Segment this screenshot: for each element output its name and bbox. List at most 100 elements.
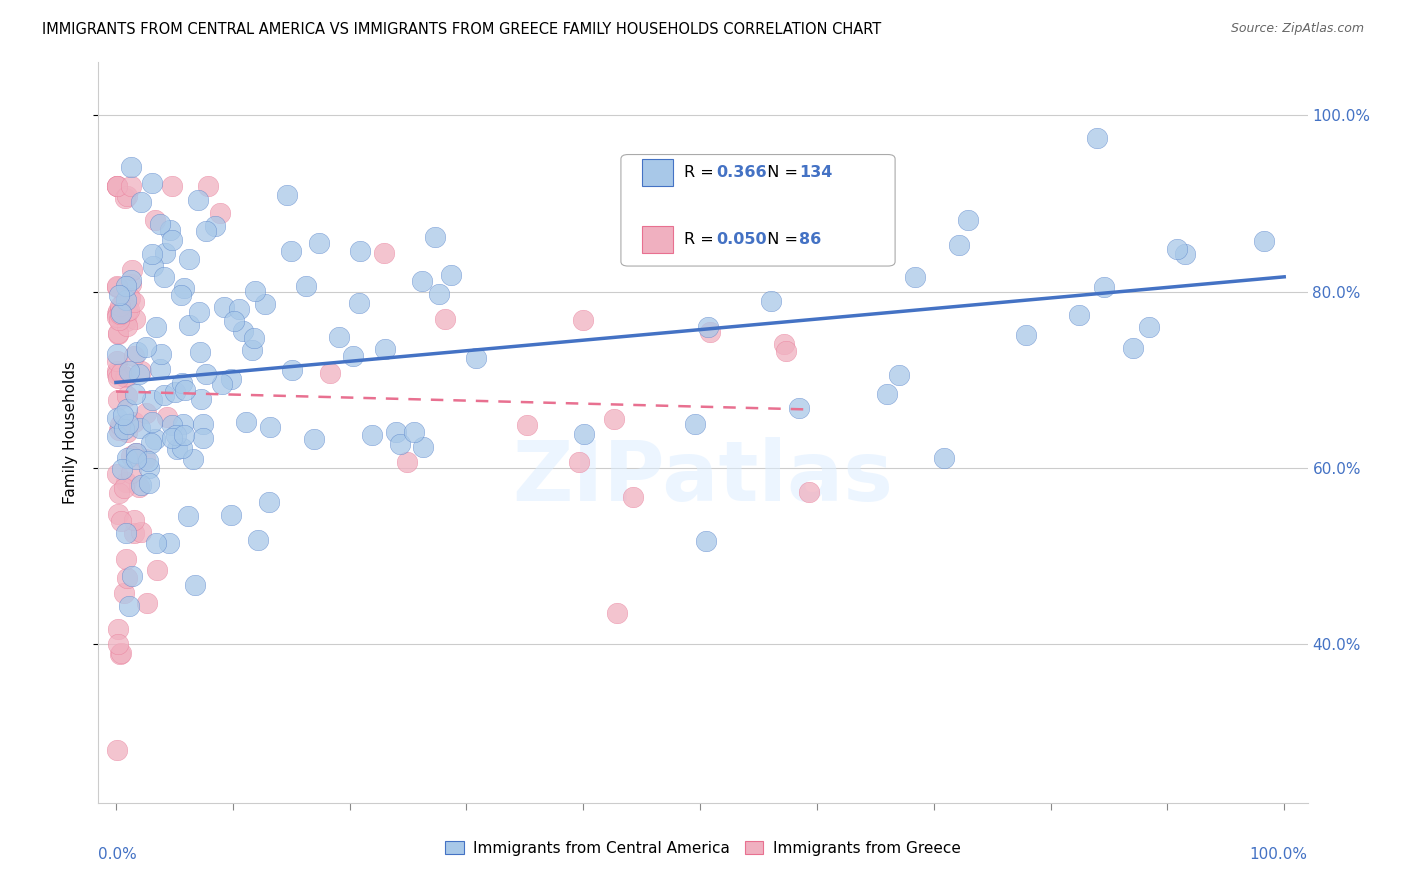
Point <box>105 310 128 324</box>
Point <box>427 287 450 301</box>
Point <box>160 418 183 433</box>
Point <box>440 268 463 282</box>
Point <box>308 236 330 251</box>
Point <box>111 462 134 476</box>
Point <box>246 533 269 547</box>
Point <box>120 291 142 305</box>
Point <box>105 178 128 193</box>
Point <box>187 194 209 208</box>
Point <box>295 279 318 293</box>
Point <box>1092 280 1115 294</box>
Point <box>122 349 145 363</box>
Point <box>245 285 267 299</box>
Point <box>115 451 138 466</box>
Text: 0.0%: 0.0% <box>98 847 138 863</box>
Point <box>606 606 628 620</box>
Point <box>948 238 970 252</box>
Point <box>1174 247 1197 261</box>
Point <box>129 478 152 492</box>
Point <box>193 417 215 432</box>
Point <box>136 454 159 468</box>
Point <box>125 446 148 460</box>
Point <box>141 393 163 408</box>
Point <box>125 446 148 460</box>
Point <box>105 467 128 481</box>
Point <box>114 475 136 489</box>
Point <box>412 440 434 454</box>
Point <box>105 178 128 193</box>
Point <box>259 419 281 434</box>
Point <box>385 425 408 439</box>
Point <box>159 223 181 237</box>
Point <box>173 383 195 397</box>
Point <box>108 417 131 432</box>
Point <box>1069 308 1091 322</box>
Point <box>131 364 153 378</box>
Point <box>157 535 180 549</box>
Point <box>571 313 593 327</box>
Point <box>105 367 128 381</box>
Point <box>135 406 157 420</box>
Point <box>115 189 138 203</box>
Point <box>136 596 159 610</box>
Point <box>465 351 488 366</box>
Point <box>131 194 153 209</box>
Point <box>361 428 384 442</box>
Point <box>761 293 783 308</box>
Point <box>243 331 266 345</box>
Point <box>193 431 215 445</box>
Point <box>114 370 136 384</box>
Point <box>662 223 685 237</box>
Point <box>120 178 142 193</box>
Point <box>696 319 718 334</box>
Point <box>177 508 200 523</box>
Point <box>141 415 163 429</box>
Point <box>107 326 129 341</box>
Point <box>111 295 134 310</box>
Point <box>257 495 280 509</box>
Point <box>956 212 979 227</box>
Point <box>170 376 193 391</box>
Point <box>221 372 243 386</box>
Point <box>934 450 956 465</box>
Point <box>107 507 129 521</box>
Point <box>105 347 128 361</box>
Point <box>129 525 152 540</box>
Point <box>105 429 128 443</box>
Point <box>122 526 145 541</box>
Point <box>232 324 254 338</box>
Point <box>112 481 135 495</box>
Text: R =: R = <box>685 165 718 180</box>
Point <box>187 305 209 319</box>
Point <box>516 418 538 433</box>
Point <box>195 367 218 381</box>
Point <box>110 514 132 528</box>
Point <box>165 427 187 442</box>
Point <box>797 485 820 500</box>
Point <box>117 571 139 585</box>
Point <box>128 367 150 381</box>
Point <box>173 281 195 295</box>
Point <box>172 417 194 431</box>
Point <box>395 455 418 469</box>
Point <box>105 743 128 757</box>
Point <box>105 279 128 293</box>
Point <box>111 408 134 422</box>
Point <box>117 425 139 439</box>
Point <box>177 318 200 332</box>
Point <box>124 386 146 401</box>
Point <box>105 353 128 368</box>
Point <box>373 245 395 260</box>
Point <box>208 205 231 219</box>
Point <box>342 350 364 364</box>
Point <box>141 436 163 450</box>
Point <box>105 307 128 321</box>
Point <box>128 480 150 494</box>
Point <box>146 563 169 577</box>
Text: 86: 86 <box>800 232 821 247</box>
Point <box>105 410 128 425</box>
Point <box>107 304 129 318</box>
Point <box>349 296 371 310</box>
Point <box>107 637 129 651</box>
Point <box>108 299 131 313</box>
